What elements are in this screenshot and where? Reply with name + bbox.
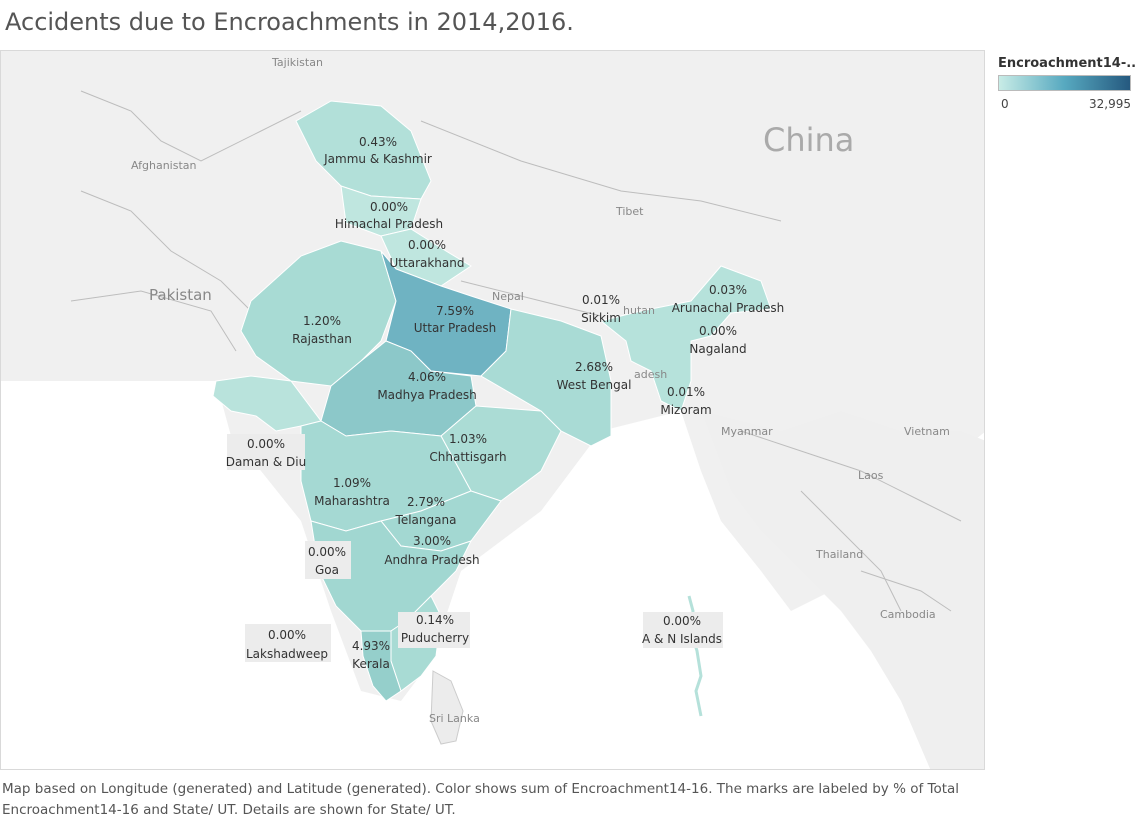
state-labels: 0.43% Jammu & Kashmir 0.00% Himachal Pra… (226, 135, 785, 671)
label-bg-an-islands (643, 612, 723, 648)
name-andhra-pradesh: Andhra Pradesh (384, 553, 479, 567)
region-gujarat[interactable] (212, 375, 322, 432)
pct-jammu-kashmir: 0.43% (359, 135, 397, 149)
name-west-bengal: West Bengal (557, 378, 632, 392)
name-mizoram: Mizoram (660, 403, 711, 417)
label-laos: Laos (858, 469, 884, 482)
label-pakistan: Pakistan (149, 286, 212, 304)
label-cambodia: Cambodia (880, 608, 936, 621)
pct-puducherry: 0.14% (416, 613, 454, 627)
pct-west-bengal: 2.68% (575, 360, 613, 374)
pct-chhattisgarh: 1.03% (449, 432, 487, 446)
name-kerala: Kerala (352, 657, 390, 671)
pct-lakshadweep: 0.00% (268, 628, 306, 642)
label-afghanistan: Afghanistan (131, 159, 197, 172)
pct-telangana: 2.79% (407, 495, 445, 509)
name-uttarakhand: Uttarakhand (390, 256, 465, 270)
color-legend[interactable]: Encroachment14-.. 0 32,995 (998, 56, 1137, 111)
label-nepal: Nepal (492, 290, 524, 303)
label-vietnam: Vietnam (904, 425, 950, 438)
name-goa: Goa (315, 563, 339, 577)
region-northeast[interactable] (599, 265, 772, 412)
region-rajasthan[interactable] (240, 240, 397, 387)
name-lakshadweep: Lakshadweep (246, 647, 328, 661)
label-tajikistan: Tajikistan (271, 56, 323, 69)
region-jammu-kashmir[interactable] (295, 100, 432, 200)
name-madhya-pradesh: Madhya Pradesh (377, 388, 476, 402)
name-daman-diu: Daman & Diu (226, 455, 306, 469)
label-tibet: Tibet (615, 205, 644, 218)
region-west-bengal-east[interactable] (480, 308, 612, 447)
pct-andhra-pradesh: 3.00% (413, 534, 451, 548)
pct-sikkim: 0.01% (582, 293, 620, 307)
pct-madhya-pradesh: 4.06% (408, 370, 446, 384)
pct-kerala: 4.93% (352, 639, 390, 653)
name-uttar-pradesh: Uttar Pradesh (414, 321, 496, 335)
name-arunachal-pradesh: Arunachal Pradesh (672, 301, 785, 315)
ocean (1, 381, 984, 769)
name-jammu-kashmir: Jammu & Kashmir (323, 152, 432, 166)
pct-nagaland: 0.00% (699, 324, 737, 338)
legend-gradient-bar (998, 75, 1131, 91)
label-bg-goa (305, 541, 351, 579)
pct-uttar-pradesh: 7.59% (436, 304, 474, 318)
legend-max-value: 32,995 (1089, 97, 1131, 111)
name-himachal-pradesh: Himachal Pradesh (335, 217, 443, 231)
label-thailand: Thailand (815, 548, 863, 561)
map-canvas: Tajikistan Afghanistan Pakistan China Ti… (1, 51, 984, 769)
country-borders (70, 90, 962, 612)
india-states (212, 100, 772, 702)
sri-lanka-shape (430, 670, 464, 745)
name-nagaland: Nagaland (689, 342, 746, 356)
se-asia-land (701, 411, 984, 769)
pct-rajasthan: 1.20% (303, 314, 341, 328)
name-rajasthan: Rajasthan (292, 332, 352, 346)
an-islands-shape (687, 595, 703, 717)
pct-arunachal-pradesh: 0.03% (709, 283, 747, 297)
label-myanmar: Myanmar (721, 425, 773, 438)
name-puducherry: Puducherry (401, 631, 469, 645)
pct-uttarakhand: 0.00% (408, 238, 446, 252)
label-bg-puducherry (398, 612, 470, 648)
pct-an-islands: 0.00% (663, 614, 701, 628)
caption-text: Map based on Longitude (generated) and L… (2, 781, 960, 818)
pct-daman-diu: 0.00% (247, 437, 285, 451)
pct-goa: 0.00% (308, 545, 346, 559)
pct-mizoram: 0.01% (667, 385, 705, 399)
name-sikkim: Sikkim (581, 311, 621, 325)
name-maharashtra: Maharashtra (314, 494, 390, 508)
label-bhutan: hutan (623, 304, 655, 317)
label-bg-lakshadweep (245, 624, 331, 662)
label-china: China (763, 121, 854, 159)
chart-title: Accidents due to Encroachments in 2014,2… (5, 8, 574, 36)
base-labels: Tajikistan Afghanistan Pakistan China Ti… (131, 56, 950, 725)
legend-min-value: 0 (1001, 97, 1009, 111)
label-bangladesh: adesh (634, 368, 667, 381)
name-chhattisgarh: Chhattisgarh (429, 450, 506, 464)
map-view[interactable]: Tajikistan Afghanistan Pakistan China Ti… (0, 50, 985, 770)
legend-title: Encroachment14-.. (998, 56, 1137, 71)
label-bg-daman (227, 434, 305, 470)
region-kerala[interactable] (360, 630, 402, 702)
name-telangana: Telangana (395, 513, 457, 527)
name-an-islands: A & N Islands (642, 632, 722, 646)
pct-maharashtra: 1.09% (333, 476, 371, 490)
pct-himachal-pradesh: 0.00% (370, 200, 408, 214)
label-sri-lanka: Sri Lanka (429, 712, 480, 725)
